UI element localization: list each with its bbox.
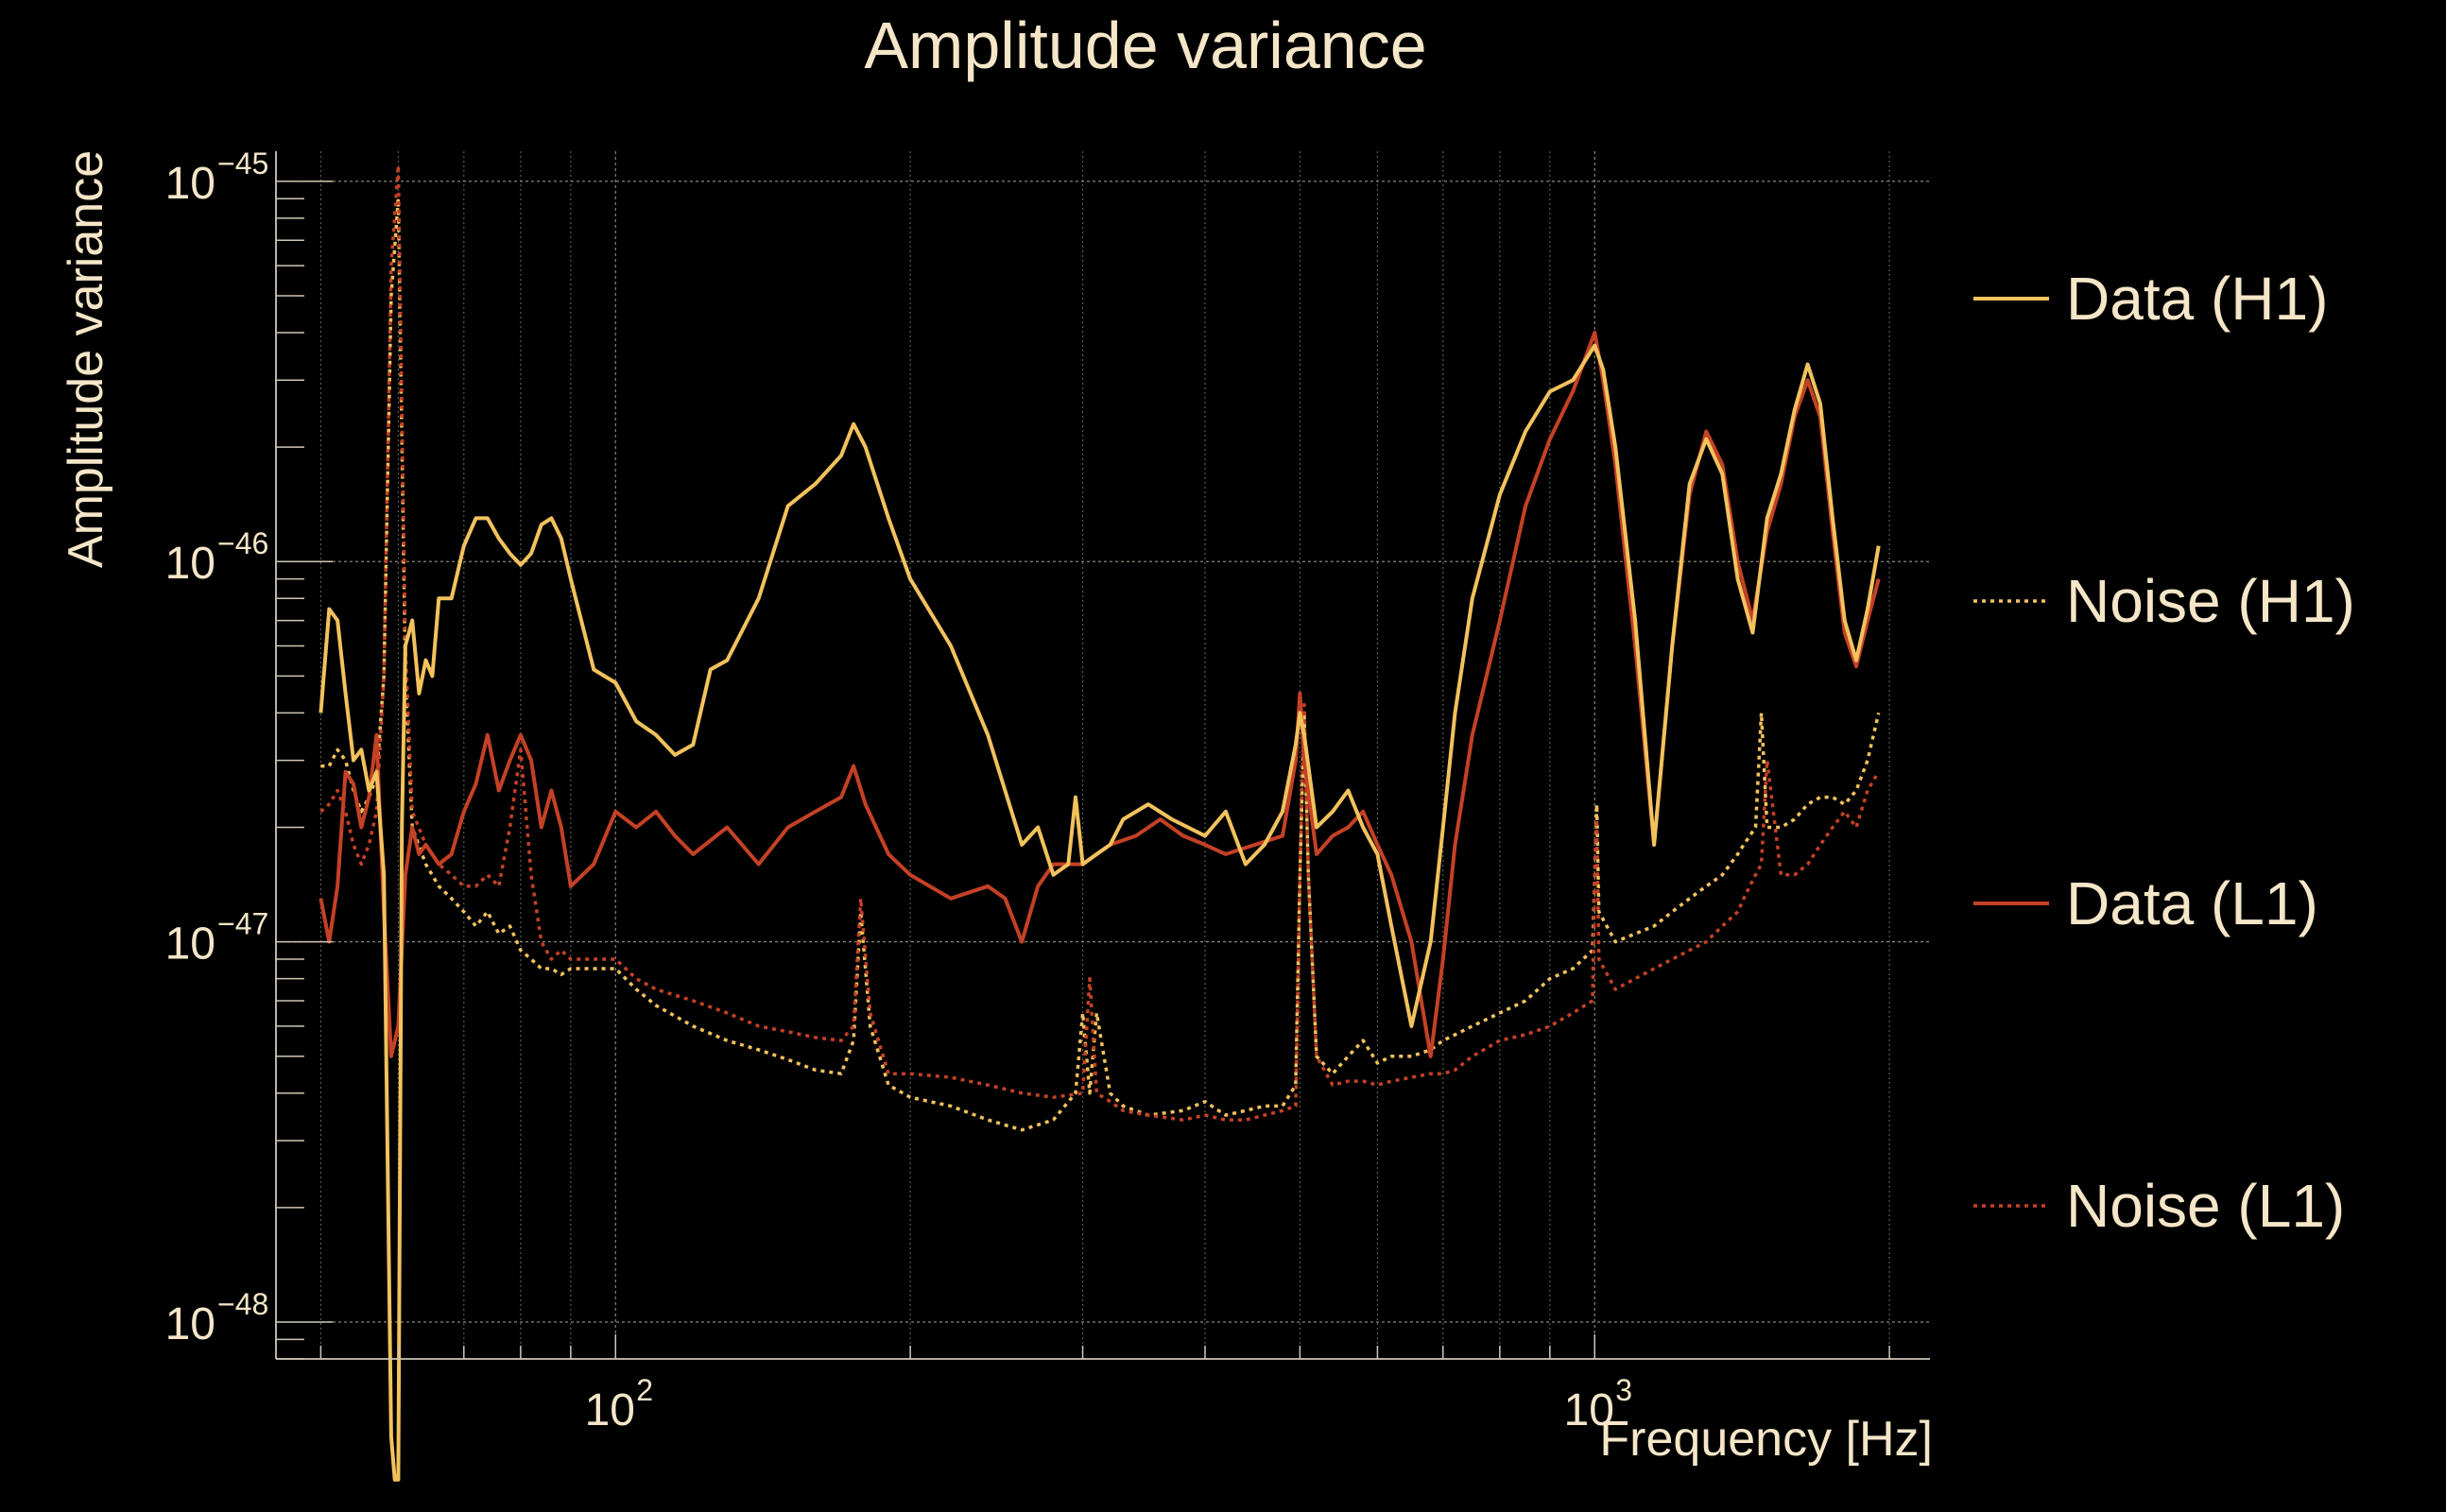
y-tick-label: 10 <box>165 159 215 209</box>
grid-lines <box>276 151 1930 1359</box>
y-tick-base: 10 <box>165 539 215 589</box>
chart-title: Amplitude variance <box>864 9 1426 82</box>
y-tick-label: 10 <box>165 539 215 589</box>
y-tick-label: 10 <box>165 1299 215 1349</box>
series-line-data-h1 <box>319 343 1881 1482</box>
series-line-noise-l1 <box>319 163 1881 1122</box>
x-tick-exponent: 3 <box>1615 1373 1632 1407</box>
legend-label: Noise (H1) <box>2066 567 2355 635</box>
y-tick-base: 10 <box>165 159 215 209</box>
x-tick-label: 10 <box>1564 1385 1614 1435</box>
y-tick-exponent: −48 <box>217 1287 268 1321</box>
x-tick-exponent: 2 <box>636 1373 653 1407</box>
y-tick-base: 10 <box>165 1299 215 1349</box>
legend: Data (H1) Noise (H1) Data (L1) Noise (L1) <box>1973 265 2355 1240</box>
y-tick-label: 10 <box>165 919 215 970</box>
y-tick-exponent: −47 <box>217 907 268 941</box>
y-tick-exponent: −45 <box>217 146 268 180</box>
x-axis-label: Frequency [Hz] <box>1599 1412 1933 1467</box>
x-tick-label: 10 <box>585 1385 635 1435</box>
legend-label: Data (L1) <box>2066 869 2318 937</box>
series-line-noise-h1 <box>320 197 1881 1132</box>
series-layer <box>319 163 1881 1482</box>
legend-label: Noise (L1) <box>2066 1172 2345 1240</box>
y-tick-base: 10 <box>165 919 215 970</box>
legend-label: Data (H1) <box>2066 265 2328 333</box>
y-tick-exponent: −46 <box>217 526 268 560</box>
y-axis-label: Amplitude variance <box>59 150 113 568</box>
